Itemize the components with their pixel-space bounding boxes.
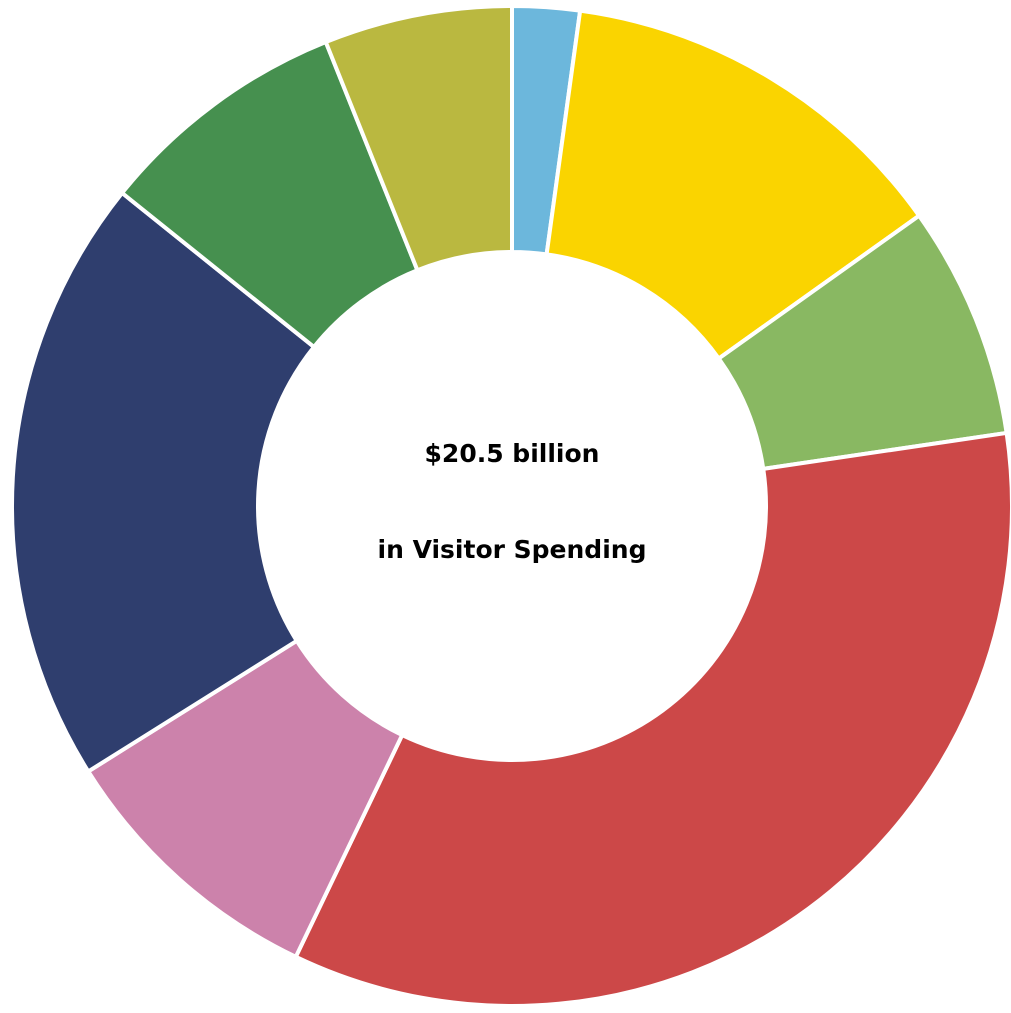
donut-hole bbox=[258, 252, 766, 760]
center-label-amount: $20.5 billion bbox=[425, 439, 600, 468]
center-label-caption: in Visitor Spending bbox=[378, 535, 647, 564]
donut-slices bbox=[10, 4, 1011, 1008]
